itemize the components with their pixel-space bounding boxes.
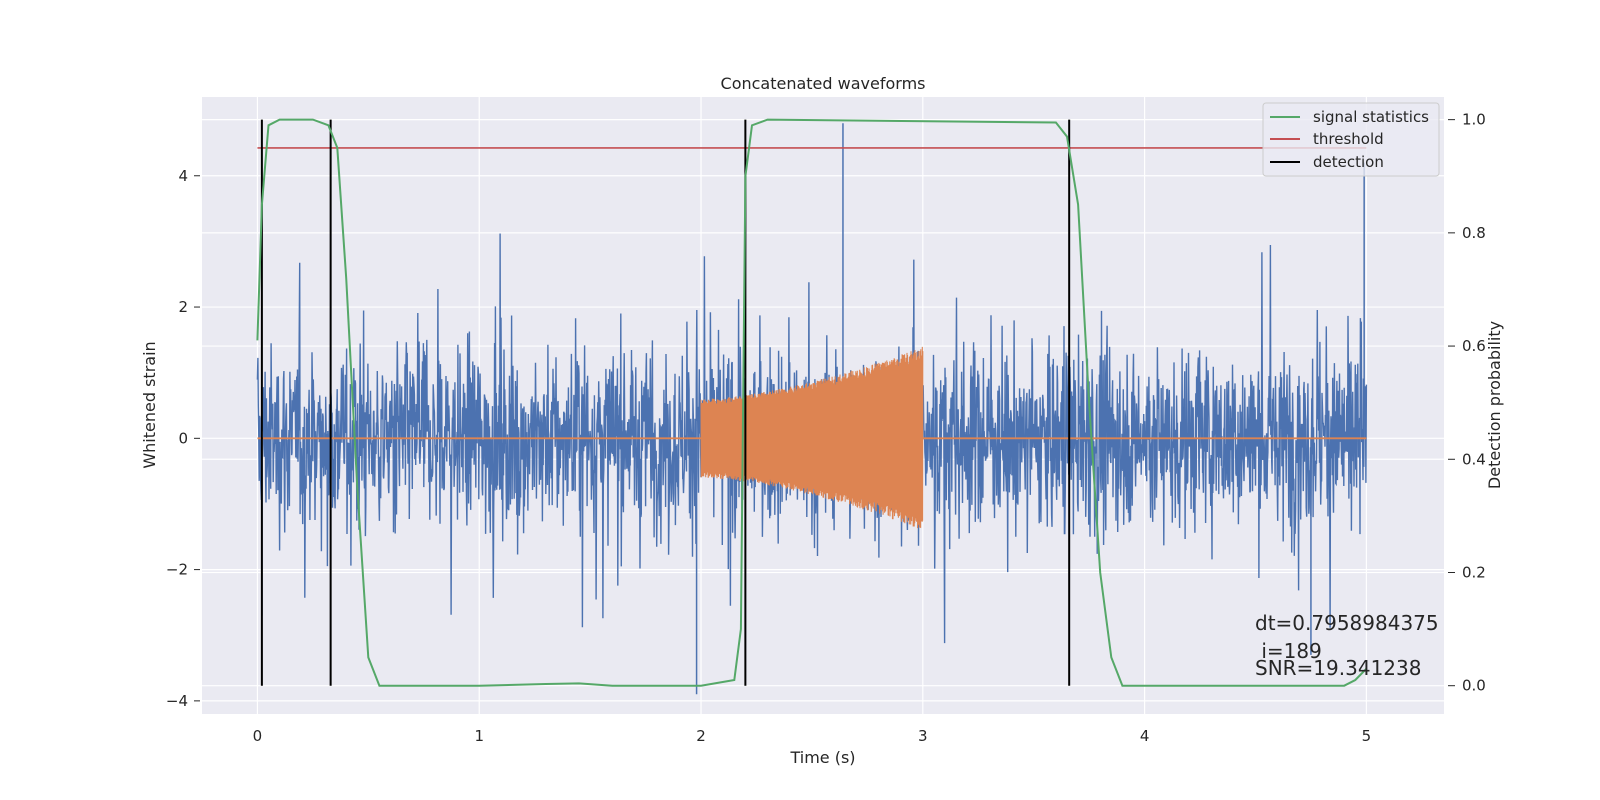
y2-tick-label: 0.0 (1462, 677, 1486, 695)
y-axis-label: Whitened strain (140, 341, 159, 468)
injected-signal-series (700, 346, 924, 529)
legend-label-detection: detection (1313, 153, 1384, 171)
signal-statistics-series (256, 118, 1368, 687)
noise-series (256, 233, 1368, 644)
y-tick-label: 4 (178, 167, 188, 185)
data-layer (256, 118, 1368, 695)
y2-tick-label: 0.6 (1462, 337, 1486, 355)
gridlines (202, 97, 1444, 714)
x-tick-label: 4 (1140, 727, 1150, 745)
y-tick-label: −4 (166, 692, 188, 710)
legend: signal statistics threshold detection (1262, 102, 1440, 177)
x-tick-label: 3 (918, 727, 928, 745)
ticks: 0 1 2 3 4 5 −4 −2 0 2 4 0.0 0.2 0.4 0.6 0.8 1.0 (166, 111, 1486, 745)
legend-label-threshold: threshold (1313, 130, 1384, 148)
chart-title: Concatenated waveforms (721, 74, 926, 93)
annotation-snr: SNR=19.341238 (1255, 656, 1421, 680)
annotation-i: i=189 (1255, 639, 1322, 663)
y2-tick-label: 0.4 (1462, 450, 1486, 468)
y-tick-label: 0 (178, 429, 188, 447)
y2-tick-label: 0.8 (1462, 224, 1486, 242)
x-tick-label: 5 (1362, 727, 1372, 745)
legend-frame (1262, 102, 1440, 177)
y2-tick-label: 0.2 (1462, 563, 1486, 581)
y2-tick-label: 1.0 (1462, 111, 1486, 129)
y-tick-label: −2 (166, 561, 188, 579)
x-tick-label: 2 (696, 727, 706, 745)
x-axis-label: Time (s) (789, 748, 855, 767)
annotation-dt: dt=0.7958984375 (1255, 611, 1439, 635)
x-tick-label: 0 (253, 727, 263, 745)
y2-axis-label: Detection probability (1485, 321, 1504, 489)
y-tick-label: 2 (178, 298, 188, 316)
x-tick-label: 1 (474, 727, 484, 745)
annotation-text: dt=0.7958984375 i=189 SNR=19.341238 (1255, 611, 1439, 680)
legend-label-signal-statistics: signal statistics (1313, 108, 1429, 126)
